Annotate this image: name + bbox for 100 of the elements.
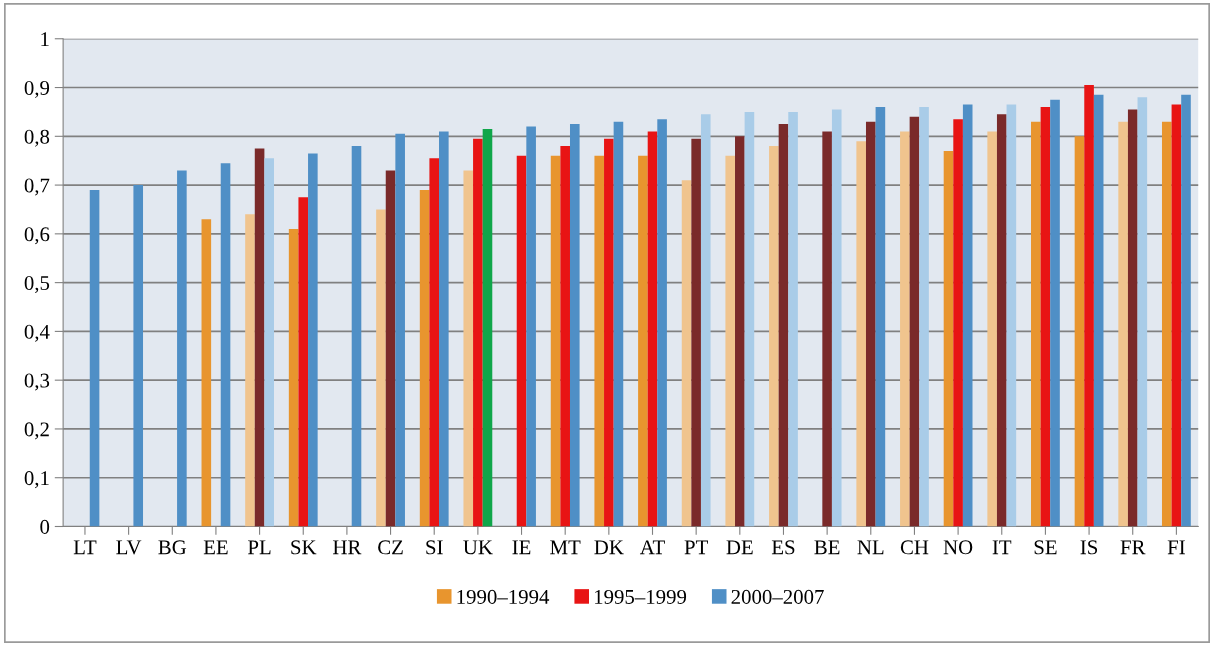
bar: [1031, 121, 1041, 527]
x-tick-label: CZ: [378, 540, 403, 555]
bar: [638, 155, 648, 527]
bar: [473, 138, 483, 527]
bar: [1074, 136, 1085, 527]
bar: [1171, 104, 1182, 527]
x-tick-label: NL: [857, 540, 884, 555]
bar: [831, 109, 842, 527]
x-tick-label: BE: [814, 540, 840, 555]
y-tick-label: 0,1: [24, 471, 49, 489]
bar: [769, 146, 779, 527]
bar: [962, 104, 973, 527]
x-tick-label: IE: [512, 540, 531, 555]
bar: [516, 155, 527, 527]
y-tick-label: 0,7: [24, 178, 50, 196]
bar: [778, 124, 789, 527]
legend-label: 1995–1999: [595, 589, 687, 604]
bar: [298, 197, 309, 527]
bar: [1006, 104, 1017, 527]
x-tick-label: IS: [1080, 540, 1098, 555]
bar: [395, 133, 405, 527]
y-tick-label: 0,4: [24, 324, 50, 342]
bar: [1093, 94, 1104, 527]
bar: [429, 158, 440, 527]
x-tick-label: HR: [333, 540, 362, 555]
bar: [89, 189, 100, 527]
bar: [1118, 121, 1128, 527]
bar: [201, 219, 212, 527]
x-tick-label: LV: [116, 540, 142, 555]
x-tick-label: IT: [992, 540, 1012, 555]
x-tick-label: DK: [594, 540, 624, 555]
bar: [419, 189, 430, 527]
bar: [254, 148, 265, 527]
y-tick-label: 0,8: [24, 129, 50, 147]
bar: [245, 214, 255, 527]
bar: [691, 138, 701, 527]
bar: [865, 121, 876, 527]
bar: [996, 114, 1007, 527]
bar: [953, 119, 963, 527]
x-tick-label: MT: [550, 540, 581, 555]
x-tick-label: SE: [1034, 540, 1057, 555]
x-tick-label: PT: [684, 540, 708, 555]
y-tick-label: 0,5: [24, 276, 50, 294]
bar: [604, 138, 614, 527]
bar: [1084, 85, 1094, 527]
bar: [725, 155, 736, 527]
bar: [919, 107, 929, 527]
bar: [1181, 94, 1191, 527]
x-tick-label: FR: [1120, 540, 1146, 555]
bar: [900, 131, 910, 527]
bar: [177, 170, 187, 527]
bar: [550, 155, 561, 527]
bar: [351, 146, 362, 527]
legend-label: 2000–2007: [731, 589, 824, 604]
bar: [943, 150, 954, 527]
bar: [647, 131, 658, 527]
bar: [594, 155, 605, 527]
bar: [987, 131, 997, 527]
x-tick-label: NO: [943, 540, 973, 555]
bar: [560, 146, 570, 527]
x-tick-label: SK: [291, 540, 317, 555]
bar: [1127, 109, 1138, 527]
bar: [700, 114, 711, 527]
y-tick-label: 0,6: [24, 227, 50, 245]
bar: [735, 136, 745, 527]
x-tick-label: FI: [1167, 540, 1185, 555]
y-tick-label: 0,9: [24, 80, 50, 98]
bar: [526, 126, 536, 527]
bar: [376, 209, 386, 527]
bar: [463, 170, 474, 527]
bar: [1137, 97, 1148, 527]
x-tick-label: AT: [639, 540, 665, 555]
x-tick-label: ES: [771, 540, 795, 555]
bar: [220, 163, 231, 527]
x-tick-label: CH: [900, 540, 929, 555]
bar: [288, 228, 299, 527]
x-tick-label: LT: [73, 540, 97, 555]
y-tick-label: 0,3: [24, 373, 50, 391]
bar: [264, 158, 274, 527]
bar: [613, 121, 624, 527]
x-tick-label: DE: [726, 540, 753, 555]
bar: [482, 128, 493, 527]
bar: [822, 131, 832, 527]
x-tick-label: BG: [158, 540, 187, 555]
bar: [1161, 121, 1172, 527]
bar: [909, 116, 920, 527]
bar: [657, 119, 667, 527]
bar: [439, 131, 449, 527]
bar: [788, 111, 798, 527]
bar: [133, 185, 144, 527]
y-tick-label: 1: [41, 32, 49, 46]
bar: [875, 107, 886, 527]
y-tick-label: 0,2: [24, 422, 49, 440]
bar: [744, 111, 755, 527]
x-tick-label: EE: [203, 540, 228, 555]
bar: [385, 170, 396, 527]
bar: [1050, 99, 1060, 527]
legend-label: 1990–1994: [457, 589, 550, 604]
bar: [1040, 107, 1051, 527]
bar: [569, 124, 580, 527]
